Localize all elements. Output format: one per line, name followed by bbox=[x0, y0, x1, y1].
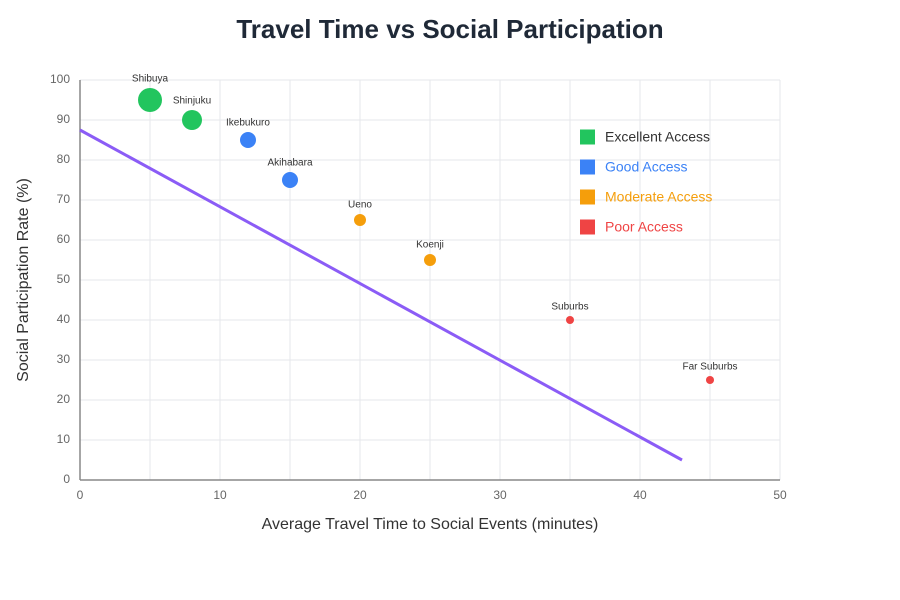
legend-label: Good Access bbox=[605, 159, 688, 175]
legend-swatch bbox=[580, 189, 595, 205]
point-label: Koenji bbox=[416, 240, 444, 251]
x-axis-label: Average Travel Time to Social Events (mi… bbox=[262, 516, 599, 533]
y-tick-label: 20 bbox=[57, 392, 71, 406]
y-tick-label: 10 bbox=[57, 432, 71, 446]
trend-line bbox=[79, 128, 683, 462]
point-label: Akihabara bbox=[267, 158, 312, 169]
chart-title: Travel Time vs Social Participation bbox=[236, 14, 663, 44]
point-label: Ueno bbox=[348, 200, 372, 211]
y-tick-label: 30 bbox=[57, 352, 71, 366]
legend-swatch bbox=[580, 219, 595, 235]
point bbox=[282, 172, 298, 188]
y-tick-label: 60 bbox=[57, 232, 71, 246]
point-label: Far Suburbs bbox=[682, 362, 737, 373]
point bbox=[138, 88, 162, 112]
point bbox=[354, 214, 366, 226]
legend-label: Excellent Access bbox=[605, 129, 710, 145]
y-tick-label: 50 bbox=[57, 272, 71, 286]
y-tick-label: 0 bbox=[63, 472, 70, 486]
x-tick-label: 20 bbox=[353, 488, 367, 502]
legend-swatch bbox=[580, 159, 595, 175]
y-tick-label: 100 bbox=[50, 72, 70, 86]
legend-label: Poor Access bbox=[605, 219, 683, 235]
legend-label: Moderate Access bbox=[605, 189, 712, 205]
point bbox=[566, 316, 574, 324]
legend-swatch bbox=[580, 129, 595, 145]
y-axis-label: Social Participation Rate (%) bbox=[15, 178, 32, 382]
point bbox=[706, 376, 714, 384]
y-tick-label: 40 bbox=[57, 312, 71, 326]
y-tick-label: 70 bbox=[57, 192, 71, 206]
y-tick-label: 80 bbox=[57, 152, 71, 166]
point bbox=[182, 110, 202, 130]
y-tick-label: 90 bbox=[57, 112, 71, 126]
x-tick-label: 50 bbox=[773, 488, 787, 502]
point bbox=[424, 254, 436, 266]
point-label: Shibuya bbox=[132, 74, 169, 85]
x-tick-label: 0 bbox=[77, 488, 84, 502]
x-tick-label: 30 bbox=[493, 488, 507, 502]
point bbox=[240, 132, 256, 148]
x-tick-label: 10 bbox=[213, 488, 227, 502]
point-label: Shinjuku bbox=[173, 96, 211, 107]
point-label: Ikebukuro bbox=[226, 118, 270, 129]
x-tick-label: 40 bbox=[633, 488, 647, 502]
point-label: Suburbs bbox=[551, 302, 588, 313]
